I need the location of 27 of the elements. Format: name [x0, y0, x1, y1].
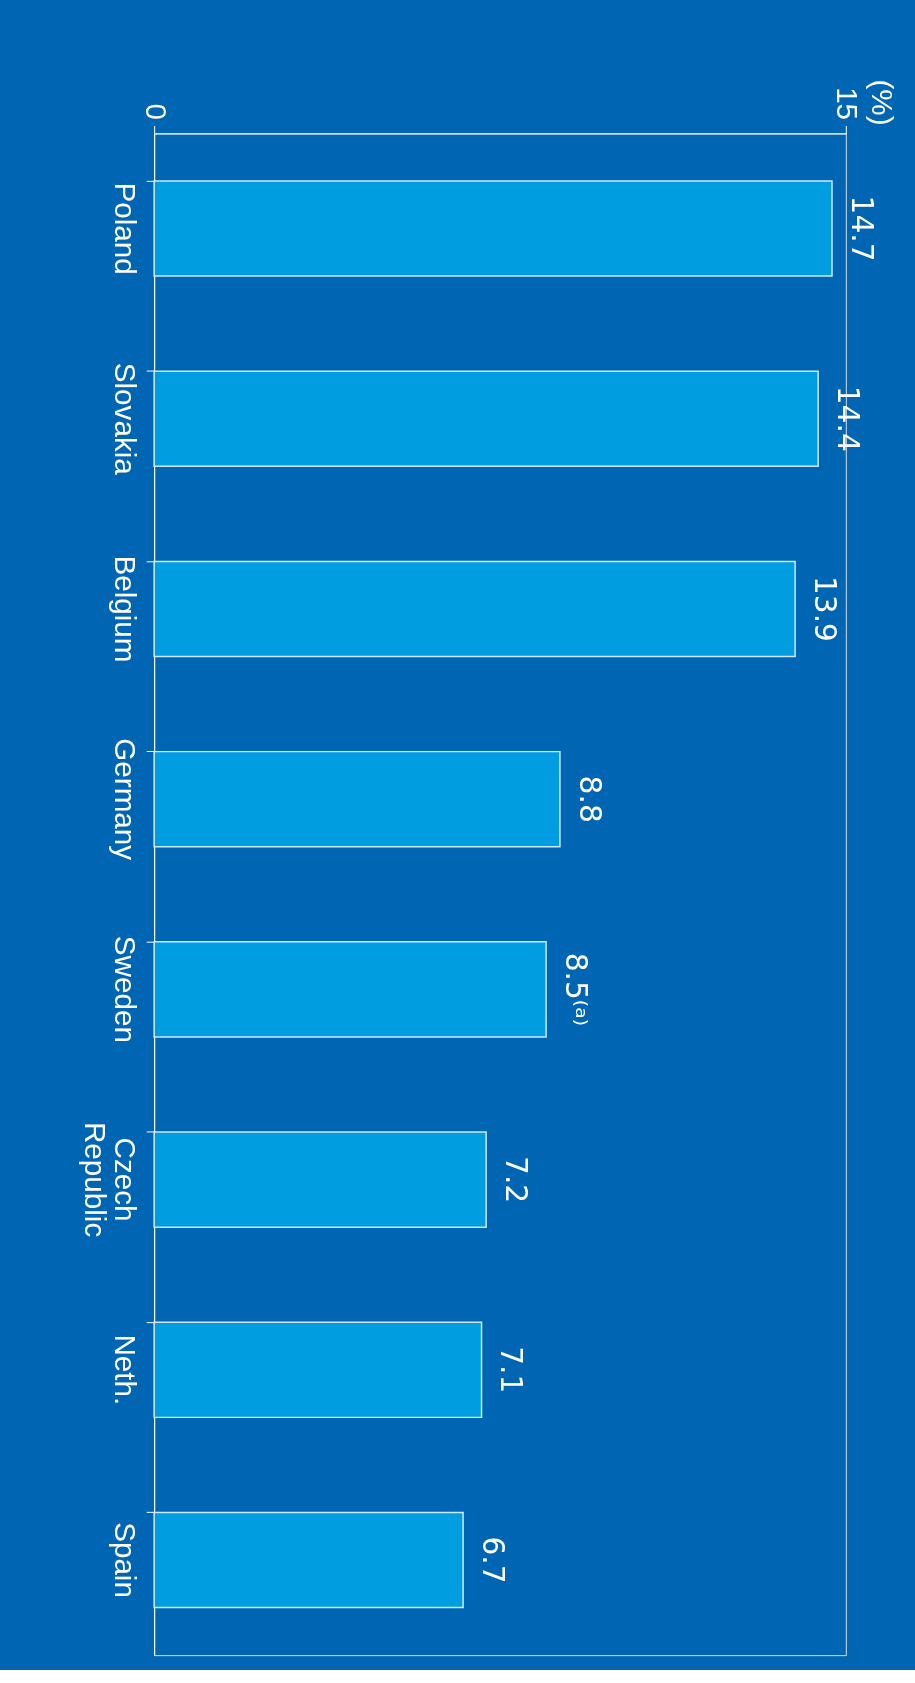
data-label: 7.1 [494, 1346, 530, 1394]
y-tick-label: Spain [109, 1522, 143, 1598]
x-tick-label: 15 [831, 87, 865, 121]
data-label: 8.8 [572, 775, 608, 823]
bar [153, 941, 547, 1038]
bar [153, 1131, 487, 1228]
y-tick-label: Neth. [109, 1334, 143, 1406]
text: (%) [865, 79, 899, 126]
y-tick-label: Poland [109, 182, 143, 275]
data-label: 7.2 [498, 1156, 534, 1204]
y-tick-label: Belgium [109, 555, 143, 663]
bar [153, 370, 819, 468]
data-label: 13.9 [807, 575, 843, 642]
bar [153, 750, 561, 848]
data-label: 14.4 [830, 385, 866, 452]
x-tick-label: 0 [139, 103, 173, 121]
data-label: 8.5⁽ᵃ⁾ [558, 952, 594, 1027]
data-label: 6.7 [475, 1536, 511, 1584]
y-tick-label: Sweden [109, 935, 143, 1043]
y-tick-label: Czech Republic [79, 1121, 143, 1238]
y-tick-label: Germany [109, 738, 143, 861]
bar [153, 1321, 483, 1419]
y-tick-label: Slovakia [109, 362, 143, 476]
bar [153, 1511, 464, 1609]
bar [153, 180, 833, 277]
data-label: 14.7 [844, 195, 880, 262]
bar [153, 560, 796, 658]
